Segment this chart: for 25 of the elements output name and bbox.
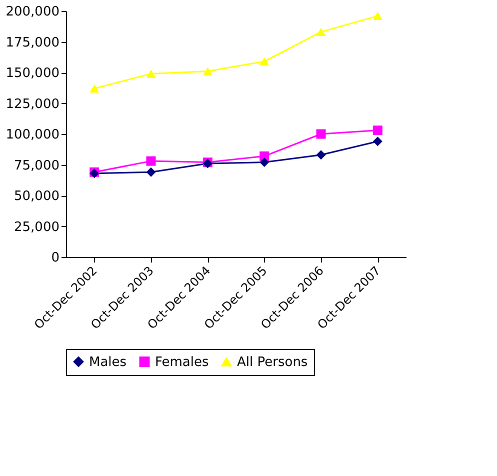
y-tick-label: 75,000 [14,158,60,174]
point [316,129,326,139]
point [202,67,212,76]
y-tick-label: 25,000 [14,220,60,235]
legend-label: Females [155,354,210,370]
point [146,156,156,166]
legend-label: Males [89,354,127,370]
point [316,150,326,160]
point [260,57,270,66]
point [372,126,382,136]
y-tick-label: 100,000 [6,128,60,142]
y-tick-label: 150,000 [6,66,60,81]
point [372,12,382,20]
y-tick-label: 0 [51,250,60,266]
point [316,28,326,36]
point [90,84,100,93]
y-tick-label: 175,000 [6,35,60,50]
y-tick-label: 200,000 [6,4,60,20]
point [146,70,156,78]
point [146,167,156,177]
y-tick-label: 50,000 [14,189,60,204]
legend-label: All Persons [237,354,308,370]
point [260,158,270,168]
point [372,136,382,146]
y-tick-label: 125,000 [6,96,60,112]
